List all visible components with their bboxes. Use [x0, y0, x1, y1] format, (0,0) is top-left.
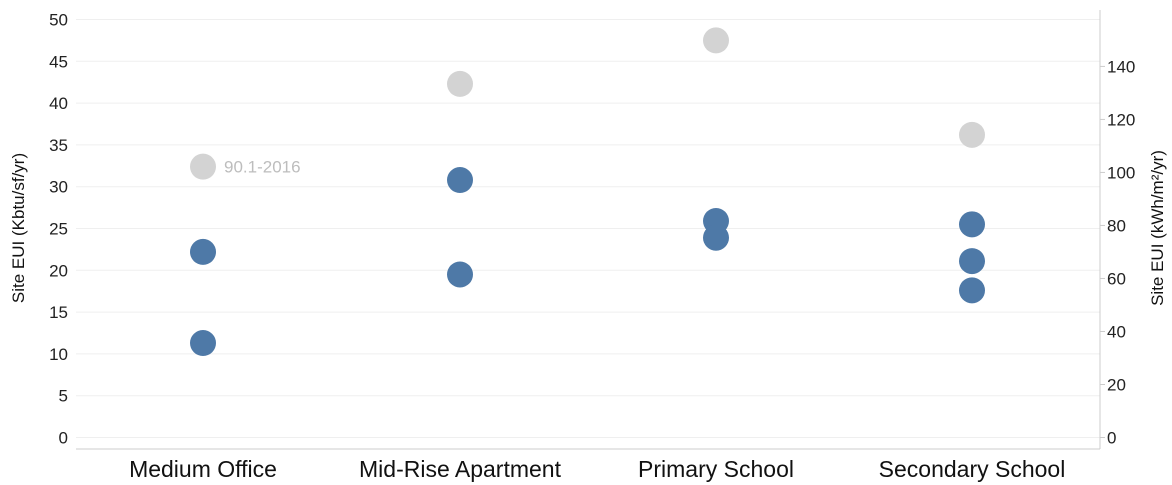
right-tick-label: 140 — [1107, 57, 1135, 76]
right-tick-label: 0 — [1107, 429, 1116, 448]
data-point-s1-5 — [703, 224, 729, 251]
left-tick-label: 50 — [49, 11, 68, 30]
right-axis-ticks: 0 20 40 60 80 100 120 140 — [1100, 57, 1135, 448]
right-tick-label: 120 — [1107, 110, 1135, 129]
annotations: 90.1-2016 — [224, 158, 301, 177]
right-tick-label: 80 — [1107, 216, 1126, 235]
left-tick-label: 30 — [49, 178, 68, 197]
data-point-s1-1 — [190, 330, 216, 357]
left-tick-label: 35 — [49, 136, 68, 155]
grid-lines — [76, 19, 1100, 438]
data-point-s0-1 — [447, 70, 473, 97]
left-tick-label: 25 — [49, 220, 68, 239]
category-label: Medium Office — [129, 456, 277, 482]
category-labels: Medium Office Mid-Rise Apartment Primary S… — [129, 456, 1065, 482]
data-point-s0-3 — [959, 121, 985, 148]
left-tick-label: 10 — [49, 345, 68, 364]
data-point-s1-8 — [959, 277, 985, 304]
right-axis-title: Site EUI (kWh/m²/yr) — [1148, 150, 1167, 306]
left-axis-ticks: 0 5 10 15 20 25 30 35 40 45 50 — [49, 11, 68, 448]
left-tick-label: 5 — [59, 387, 68, 406]
category-label: Mid-Rise Apartment — [359, 456, 562, 482]
data-point-s1-0 — [190, 238, 216, 265]
data-point-s1-2 — [447, 167, 473, 194]
annotation-label: 90.1-2016 — [224, 158, 301, 177]
data-point-s1-7 — [959, 248, 985, 275]
data-point-s0-2 — [703, 27, 729, 54]
right-tick-label: 100 — [1107, 163, 1135, 182]
right-tick-label: 20 — [1107, 375, 1126, 394]
data-points — [190, 27, 985, 357]
left-tick-label: 45 — [49, 52, 68, 71]
axes — [76, 10, 1101, 450]
left-tick-label: 40 — [49, 94, 68, 113]
left-tick-label: 15 — [49, 303, 68, 322]
data-point-s0-0 — [190, 153, 216, 180]
right-tick-label: 60 — [1107, 269, 1126, 288]
left-axis-title: Site EUI (Kbtu/sf/yr) — [9, 153, 28, 303]
left-tick-label: 0 — [59, 429, 68, 448]
right-tick-label: 40 — [1107, 322, 1126, 341]
data-point-s1-3 — [447, 261, 473, 288]
left-tick-label: 20 — [49, 261, 68, 280]
data-point-s1-6 — [959, 211, 985, 238]
category-label: Secondary School — [879, 456, 1066, 482]
category-label: Primary School — [638, 456, 794, 482]
